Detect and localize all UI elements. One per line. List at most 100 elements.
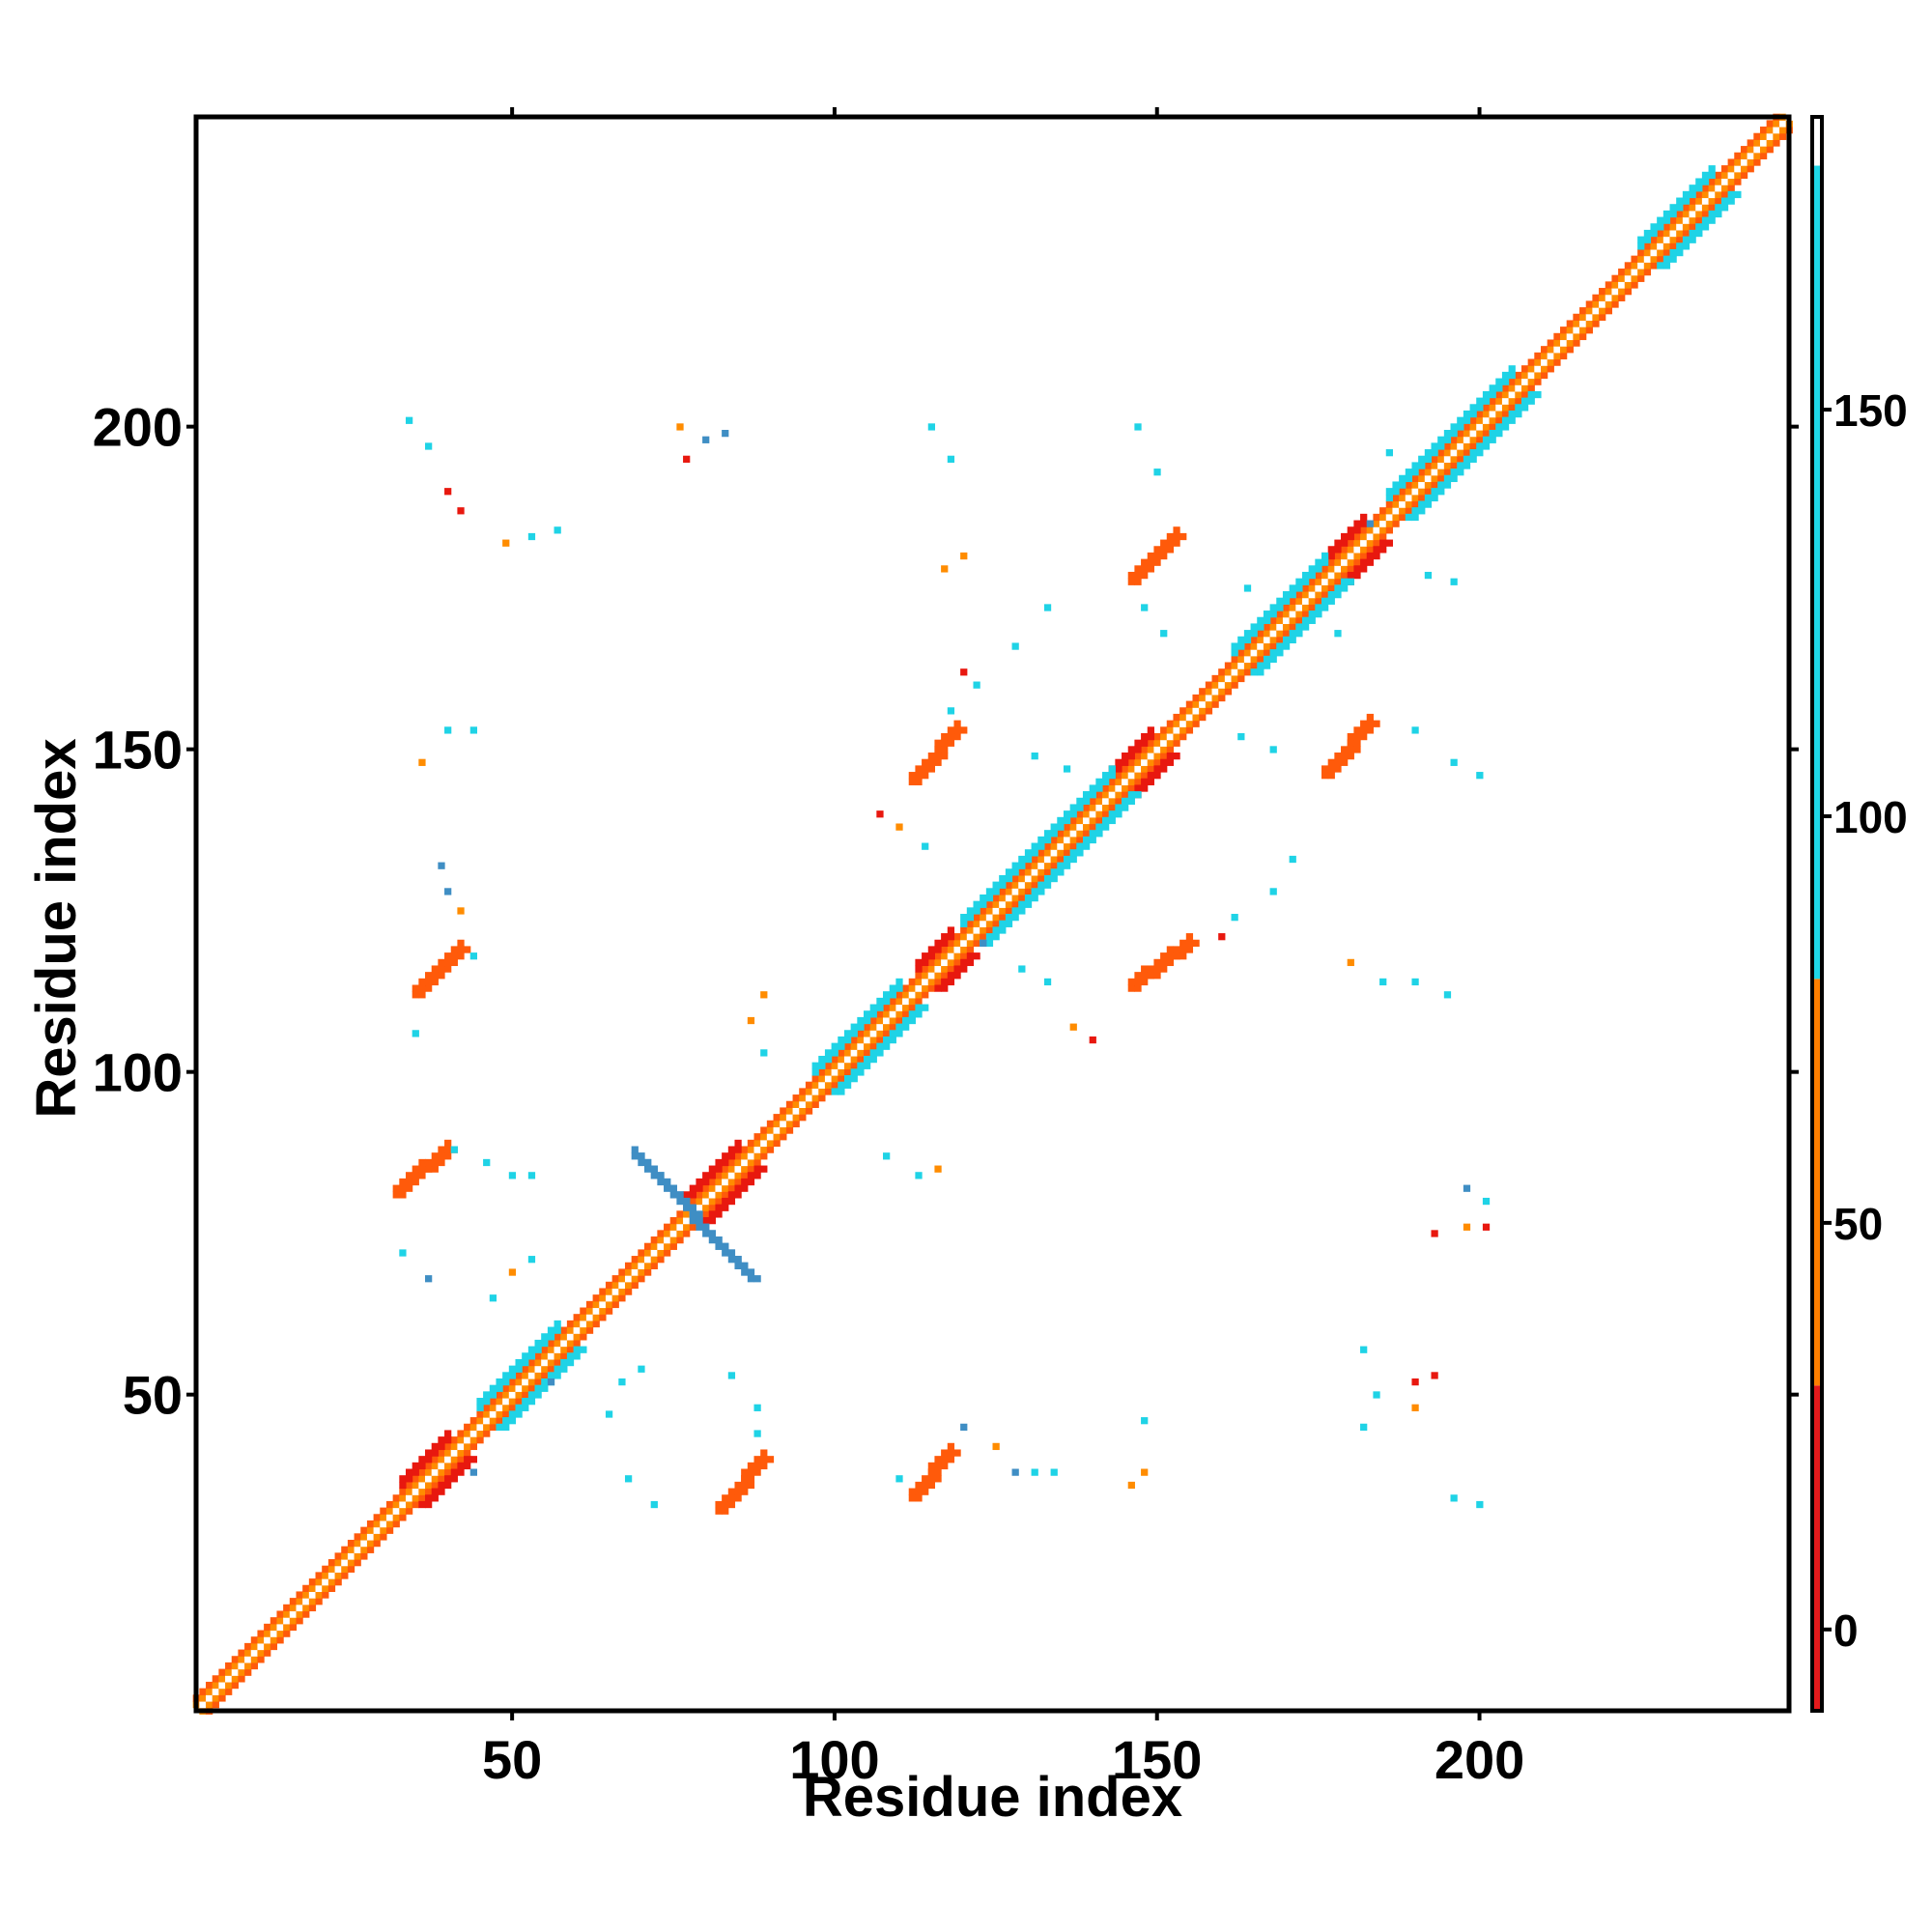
segment-cell bbox=[1057, 868, 1065, 876]
segment-cell bbox=[1360, 513, 1368, 522]
diagonal-cell bbox=[1211, 688, 1219, 696]
segment-cell bbox=[638, 1152, 645, 1160]
diagonal-cell bbox=[347, 1552, 355, 1560]
segment-cell bbox=[1508, 416, 1516, 424]
diagonal-cell bbox=[522, 1384, 529, 1392]
segment-cell bbox=[1102, 823, 1110, 831]
segment-cell bbox=[934, 758, 942, 766]
diagonal-cell bbox=[334, 1565, 342, 1573]
contact-point bbox=[1450, 578, 1458, 585]
diagonal-cell bbox=[1662, 229, 1671, 238]
diagonal-cell bbox=[250, 1642, 259, 1651]
diagonal-cell bbox=[238, 1662, 245, 1670]
contact-point bbox=[1082, 791, 1091, 799]
diagonal-cell bbox=[1231, 655, 1238, 664]
segment-cell bbox=[1450, 474, 1458, 483]
diagonal-cell bbox=[953, 952, 961, 960]
contact-point bbox=[605, 1410, 613, 1418]
diagonal-cell bbox=[1489, 410, 1496, 418]
contact-point bbox=[1424, 571, 1433, 580]
segment-cell bbox=[973, 907, 980, 915]
segment-cell bbox=[1327, 591, 1335, 599]
contact-point bbox=[1018, 965, 1026, 973]
segment-cell bbox=[947, 978, 955, 986]
diagonal-cell bbox=[1237, 649, 1245, 657]
segment-cell bbox=[1069, 804, 1077, 811]
contact-point bbox=[1463, 1184, 1471, 1192]
diagonal-cell bbox=[780, 1126, 787, 1134]
diagonal-cell bbox=[327, 1578, 336, 1586]
diagonal-cell bbox=[1134, 753, 1142, 760]
segment-cell bbox=[1315, 611, 1322, 618]
segment-cell bbox=[1160, 958, 1168, 967]
diagonal-cell bbox=[308, 1584, 317, 1593]
diagonal-cell bbox=[1050, 836, 1058, 844]
diagonal-cell bbox=[1243, 642, 1252, 650]
diagonal-cell bbox=[1657, 229, 1664, 238]
segment-cell bbox=[1153, 972, 1161, 980]
diagonal-cell bbox=[1405, 494, 1413, 502]
diagonal-cell bbox=[1773, 127, 1780, 134]
segment-cell bbox=[1237, 642, 1245, 650]
diagonal-cell bbox=[1179, 707, 1187, 715]
diagonal-cell bbox=[1482, 410, 1491, 418]
diagonal-cell bbox=[1379, 532, 1387, 541]
segment-cell bbox=[1360, 565, 1368, 573]
segment-cell bbox=[1160, 965, 1168, 973]
diagonal-cell bbox=[1753, 139, 1761, 147]
segment-cell bbox=[941, 933, 949, 941]
diagonal-cell bbox=[483, 1423, 491, 1431]
segment-cell bbox=[1141, 558, 1149, 566]
segment-cell bbox=[450, 952, 458, 960]
diagonal-cell bbox=[1134, 778, 1142, 785]
segment-cell bbox=[966, 907, 975, 915]
diagonal-cell bbox=[289, 1598, 298, 1605]
diagonal-cell bbox=[895, 997, 903, 1006]
diagonal-cell bbox=[941, 972, 949, 980]
diagonal-cell bbox=[1205, 681, 1213, 689]
diagonal-cell bbox=[412, 1488, 419, 1495]
diagonal-cell bbox=[212, 1688, 219, 1695]
segment-cell bbox=[1308, 571, 1316, 580]
segment-cell bbox=[876, 1004, 884, 1011]
diagonal-cell bbox=[850, 1055, 858, 1064]
segment-cell bbox=[496, 1378, 503, 1386]
contact-point bbox=[960, 668, 968, 676]
diagonal-cell bbox=[1192, 694, 1200, 702]
plot-frame bbox=[193, 114, 1792, 1714]
segment-cell bbox=[631, 1146, 639, 1153]
segment-cell bbox=[1482, 436, 1491, 443]
diagonal-cell bbox=[876, 1030, 884, 1037]
segment-cell bbox=[1141, 732, 1149, 741]
segment-cell bbox=[1701, 178, 1710, 185]
diagonal-cell bbox=[1424, 481, 1433, 489]
diagonal-cell bbox=[425, 1481, 433, 1490]
diagonal-cell bbox=[1450, 462, 1458, 469]
segment-cell bbox=[1134, 565, 1142, 573]
diagonal-cell bbox=[206, 1694, 213, 1702]
diagonal-cell bbox=[1443, 442, 1452, 450]
segment-cell bbox=[1037, 888, 1045, 895]
diagonal-cell bbox=[1082, 830, 1091, 838]
diagonal-cell bbox=[941, 952, 949, 960]
diagonal-cell bbox=[1173, 739, 1180, 747]
diagonal-cell bbox=[934, 972, 942, 980]
diagonal-cell bbox=[206, 1700, 213, 1709]
diagonal-cell bbox=[1327, 584, 1335, 592]
diagonal-cell bbox=[1637, 255, 1645, 263]
diagonal-cell bbox=[876, 1023, 884, 1031]
segment-cell bbox=[696, 1184, 703, 1192]
diagonal-cell bbox=[1689, 197, 1696, 205]
diagonal-cell bbox=[1592, 320, 1600, 327]
diagonal-cell bbox=[418, 1481, 426, 1490]
segment-cell bbox=[1489, 430, 1496, 438]
diagonal-cell bbox=[354, 1546, 361, 1553]
diagonal-cell bbox=[1682, 216, 1690, 224]
diagonal-cell bbox=[464, 1436, 471, 1444]
diagonal-cell bbox=[1676, 236, 1684, 243]
segment-cell bbox=[1147, 965, 1154, 973]
diagonal-cell bbox=[618, 1268, 626, 1276]
diagonal-cell bbox=[1508, 390, 1516, 399]
segment-cell bbox=[1347, 739, 1354, 747]
segment-cell bbox=[831, 1049, 838, 1057]
